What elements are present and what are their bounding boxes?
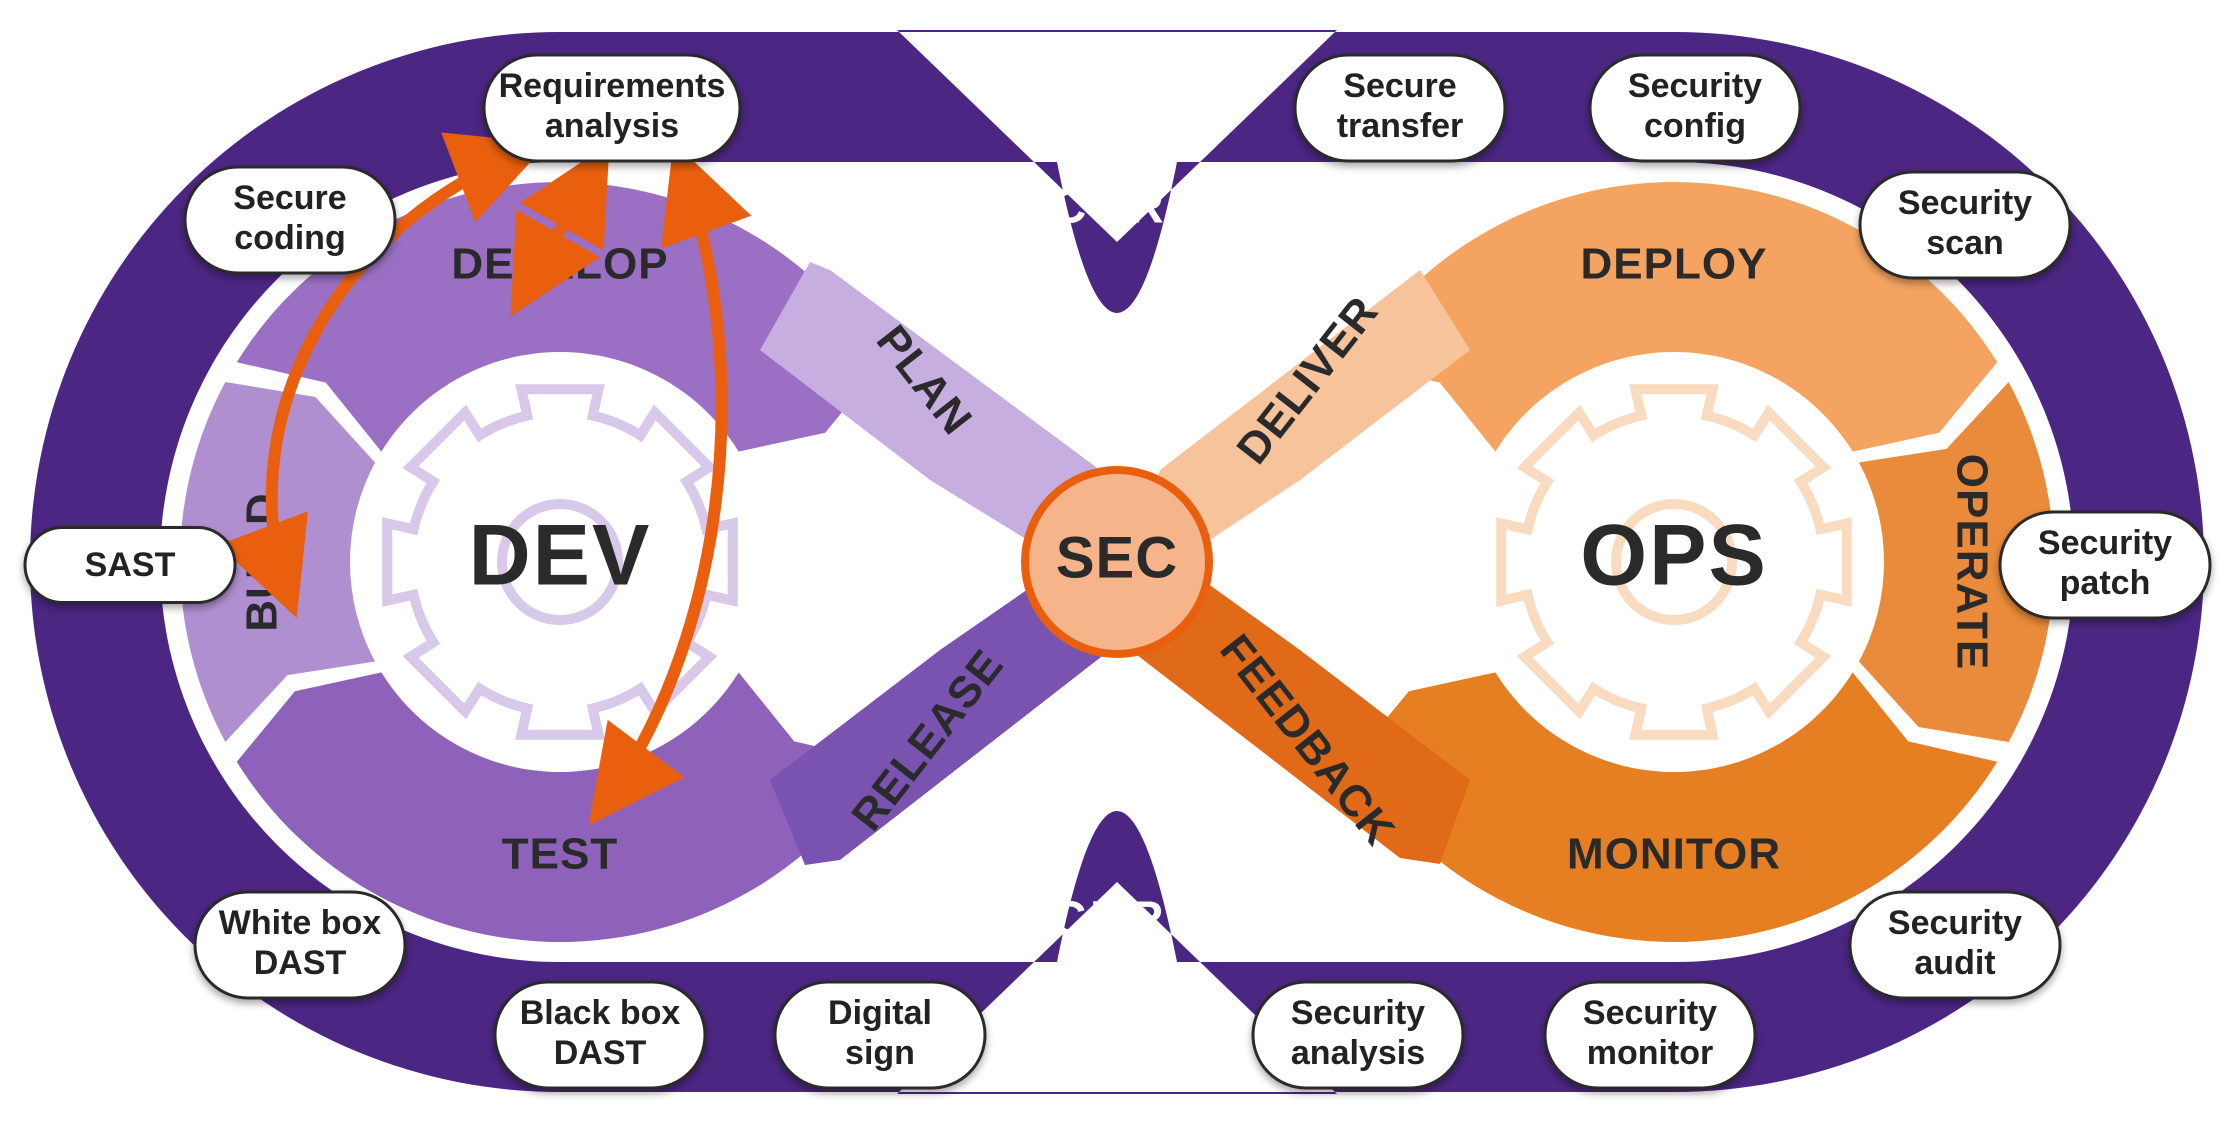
- pill-label: Security: [1291, 994, 1425, 1032]
- pill-label: patch: [2060, 564, 2151, 602]
- pill-security-monitor: Securitymonitor: [1545, 982, 1755, 1088]
- ops-label: OPS: [1580, 508, 1768, 604]
- pill-label: Security: [1628, 67, 1762, 105]
- pill-security-audit: Securityaudit: [1850, 892, 2060, 998]
- devsecops-infinity-diagram: SECURITY SECURITY DEVELOPBUILDTESTPLANRE…: [0, 0, 2234, 1124]
- pill-security-analysis: Securityanalysis: [1253, 982, 1463, 1088]
- pill-label: Security: [1898, 184, 2032, 222]
- pill-label: White box: [219, 904, 382, 942]
- pill-white-box-dast: White boxDAST: [195, 892, 405, 998]
- pill-label: sign: [845, 1034, 915, 1072]
- pill-label: Black box: [520, 994, 681, 1032]
- security-label-top: SECURITY: [980, 181, 1255, 234]
- pill-label: Security: [2038, 524, 2172, 562]
- pill-label: analysis: [1291, 1034, 1425, 1072]
- security-label-bottom: SECURITY: [980, 893, 1255, 946]
- stage-label-deploy: DEPLOY: [1581, 240, 1768, 289]
- stage-label-develop: DEVELOP: [451, 240, 668, 289]
- pill-label: analysis: [545, 107, 679, 145]
- sec-label: SEC: [1056, 525, 1178, 590]
- pill-label: audit: [1914, 944, 1995, 982]
- pill-secure-transfer: Securetransfer: [1295, 55, 1505, 161]
- pill-label: monitor: [1587, 1034, 1714, 1072]
- pill-label: Secure: [1343, 67, 1456, 105]
- pill-label: transfer: [1337, 107, 1464, 145]
- stage-label-test: TEST: [502, 830, 618, 879]
- pill-label: DAST: [254, 944, 347, 982]
- pill-label: SAST: [85, 546, 176, 584]
- pill-requirements-analysis: Requirementsanalysis: [484, 55, 740, 161]
- pill-label: config: [1644, 107, 1746, 145]
- pill-label: Security: [1888, 904, 2022, 942]
- dev-label: DEV: [469, 508, 652, 604]
- pill-label: DAST: [554, 1034, 647, 1072]
- pill-digital-sign: Digitalsign: [775, 982, 985, 1088]
- pill-label: Security: [1583, 994, 1717, 1032]
- stage-label-operate: OPERATE: [1947, 454, 1996, 670]
- pill-label: coding: [234, 219, 345, 257]
- pill-secure-coding: Securecoding: [185, 167, 395, 273]
- pill-label: scan: [1926, 224, 2004, 262]
- pill-label: Secure: [233, 179, 346, 217]
- pill-label: Digital: [828, 994, 932, 1032]
- pill-security-scan: Securityscan: [1860, 172, 2070, 278]
- stage-label-monitor: MONITOR: [1567, 830, 1781, 879]
- pill-sast: SAST: [25, 528, 235, 603]
- pill-label: Requirements: [499, 67, 726, 105]
- pill-security-config: Securityconfig: [1590, 55, 1800, 161]
- pill-black-box-dast: Black boxDAST: [495, 982, 705, 1088]
- pill-security-patch: Securitypatch: [2000, 512, 2210, 618]
